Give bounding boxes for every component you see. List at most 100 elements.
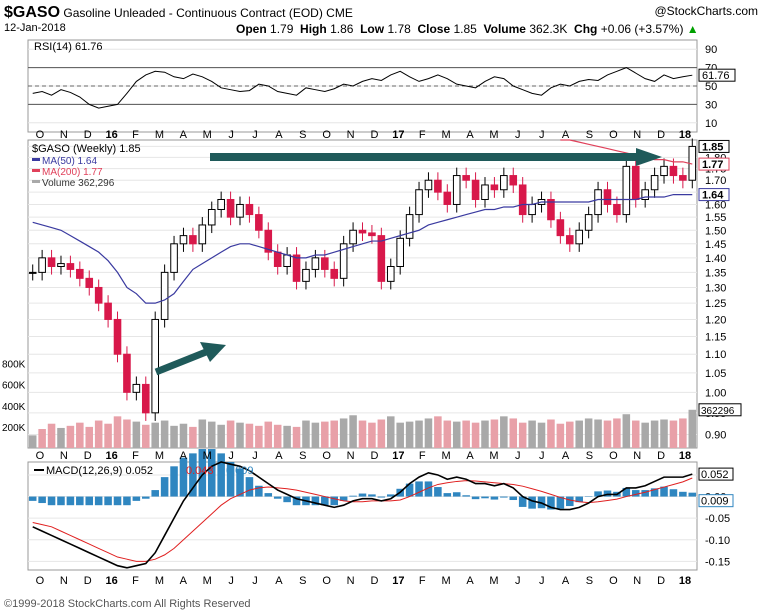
candle-body [396, 237, 404, 267]
legend-label: MA(200) 1.77 [42, 167, 103, 178]
macd-histogram-bar [66, 496, 75, 506]
macd-histogram-bar [142, 496, 150, 499]
macd-histogram-bar [132, 496, 141, 501]
candle-body [104, 302, 112, 320]
candle-body [509, 175, 518, 186]
x-axis-label-mid: 17 [392, 450, 404, 462]
x-axis-label-mid: M [442, 450, 451, 462]
candle-body [66, 263, 75, 270]
candle-body [264, 229, 273, 253]
macd-histogram-bar [660, 486, 668, 497]
candle-body [631, 165, 640, 200]
price-tick-label: 0.90 [705, 429, 726, 441]
volume-bar [245, 423, 254, 448]
candle-body [518, 184, 527, 216]
up-arrow-icon: ▲ [686, 22, 699, 36]
x-axis-label-bottom: J [228, 575, 234, 587]
macd-last-box [698, 467, 734, 481]
x-axis-label-bottom: M [155, 575, 164, 587]
x-axis-label-mid: D [370, 450, 378, 462]
exchange-label: CME [326, 6, 353, 20]
macd-histogram-bar [273, 496, 282, 499]
macd-histogram-bar [386, 494, 395, 497]
ma50-value-box [698, 188, 730, 202]
volume-bar [113, 416, 122, 448]
candle-body [434, 179, 442, 193]
x-axis-label-bottom: N [633, 575, 641, 587]
open-value: 1.79 [270, 22, 294, 36]
x-axis-label-mid: 18 [679, 450, 691, 462]
volume-bar [349, 415, 357, 448]
macd-histogram-bar [603, 490, 612, 497]
price-tick-label: 1.70 [705, 175, 726, 187]
macd-histogram-bar [47, 496, 56, 506]
volume-bar [660, 419, 668, 448]
candle-body [245, 203, 254, 216]
macd-histogram-bar [547, 496, 555, 510]
x-axis-label-mid: J [228, 450, 234, 462]
volume-bar [94, 420, 103, 448]
macd-histogram-bar [481, 496, 489, 499]
volume-bar [358, 420, 367, 448]
price-tick-label: 1.20 [705, 314, 726, 326]
volume-bar [584, 418, 593, 448]
x-axis-label-bottom: O [36, 575, 45, 587]
x-axis-label-mid: O [36, 450, 45, 462]
volume-bar [490, 419, 499, 448]
candle-body [613, 203, 621, 216]
price-tick-label: 1.40 [705, 253, 726, 265]
rsi-last-value: 61.76 [702, 70, 730, 82]
volume-bar [226, 420, 235, 448]
candle-body [292, 254, 301, 282]
price-tick-label: 1.35 [705, 267, 726, 279]
volume-bar [85, 426, 94, 448]
macd-histogram-bar [170, 466, 178, 497]
macd-histogram-bar [490, 496, 499, 500]
macd-histogram-bar [622, 487, 631, 497]
x-axis-label-mid: 16 [106, 450, 118, 462]
candle-body [405, 214, 414, 239]
rsi-tick-label: 10 [705, 118, 717, 130]
candle-body [330, 268, 339, 279]
volume-bar [650, 420, 659, 448]
x-axis-label-top: 16 [106, 129, 118, 141]
volume-bar [123, 419, 131, 448]
candle-body [594, 189, 602, 216]
x-axis-label-mid: O [322, 450, 331, 462]
macd-histogram-bar [500, 496, 508, 498]
candle-body [321, 257, 329, 270]
candle-body [76, 268, 84, 279]
volume-bar [613, 418, 621, 448]
ma200-value-box-label: 1.77 [702, 159, 723, 171]
volume-bar [386, 416, 395, 448]
rsi-last-box [698, 68, 736, 82]
candle-body [339, 243, 348, 279]
macd-histogram-bar [189, 453, 197, 497]
volume-bar [47, 423, 56, 448]
x-axis-label-top: A [180, 129, 188, 141]
macd-histogram-bar [415, 481, 423, 497]
instrument-name: Gasoline Unleaded - Continuous Contract … [63, 6, 323, 20]
last-close-box-label: 1.85 [702, 141, 723, 153]
candle-body [94, 286, 103, 304]
candle-body [47, 257, 56, 267]
x-axis-label-top: M [489, 129, 498, 141]
x-axis-label-mid: J [252, 450, 258, 462]
x-axis-label-bottom: A [466, 575, 474, 587]
macd-histogram-bar [57, 496, 65, 506]
macd-panel-frame [27, 461, 698, 571]
macd-histogram-bar [556, 496, 565, 509]
volume-bar [198, 419, 207, 448]
price-tick-label: 1.30 [705, 282, 726, 294]
candle-body [123, 353, 131, 393]
x-axis-label-bottom: J [515, 575, 521, 587]
x-axis-label-bottom: N [60, 575, 68, 587]
volume-bar [66, 425, 75, 448]
candle-body [650, 175, 659, 191]
x-axis-label-bottom: F [132, 575, 139, 587]
x-axis-label-bottom: O [322, 575, 331, 587]
macd-histogram-bar [434, 487, 442, 497]
x-axis-label-top: A [275, 129, 283, 141]
volume-bar [368, 422, 376, 448]
